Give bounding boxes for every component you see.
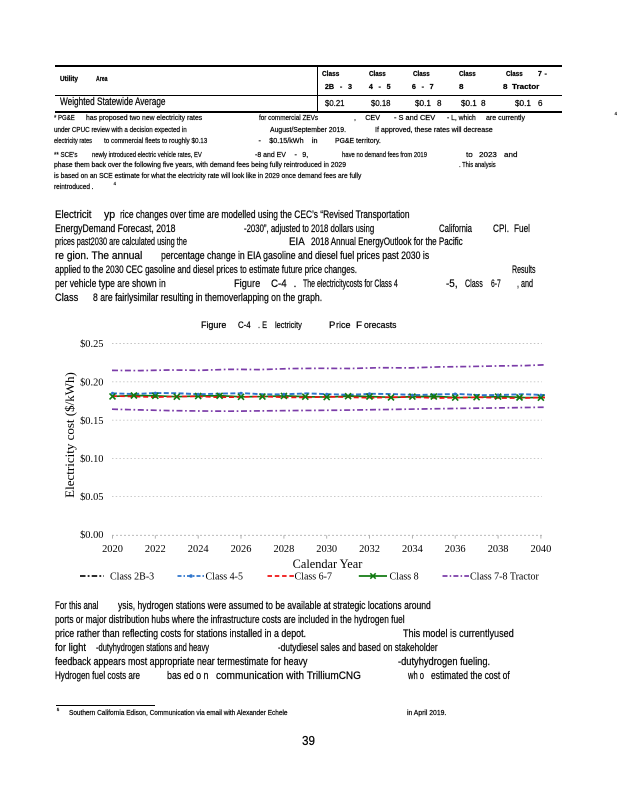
svg-text:2024: 2024 (188, 544, 210, 555)
svg-text:2020: 2020 (102, 544, 123, 555)
svg-text:2038: 2038 (488, 544, 509, 555)
svg-text:2040: 2040 (531, 544, 552, 555)
svg-text:$0.10: $0.10 (80, 454, 103, 465)
svg-text:Class 2B-3: Class 2B-3 (110, 572, 154, 583)
svg-text:$0.05: $0.05 (80, 492, 103, 503)
svg-text:$0.20: $0.20 (80, 377, 103, 388)
svg-text:Class 6-7: Class 6-7 (295, 572, 333, 583)
svg-text:2026: 2026 (231, 544, 252, 555)
svg-text:Electricity cost ($/kWh): Electricity cost ($/kWh) (62, 372, 77, 498)
svg-text:2028: 2028 (274, 544, 295, 555)
svg-text:$0.00: $0.00 (80, 530, 103, 541)
svg-text:$0.15: $0.15 (80, 416, 103, 427)
svg-text:2032: 2032 (359, 544, 380, 555)
svg-text:Calendar Year: Calendar Year (293, 557, 363, 571)
svg-text:$0.25: $0.25 (80, 339, 103, 350)
svg-text:2036: 2036 (445, 544, 466, 555)
svg-text:2022: 2022 (145, 544, 166, 555)
svg-text:2030: 2030 (316, 544, 337, 555)
svg-text:2034: 2034 (402, 544, 424, 555)
svg-text:Class 7-8 Tractor: Class 7-8 Tractor (470, 572, 540, 583)
svg-text:Class 8: Class 8 (390, 572, 419, 583)
svg-text:Class 4-5: Class 4-5 (206, 572, 244, 583)
